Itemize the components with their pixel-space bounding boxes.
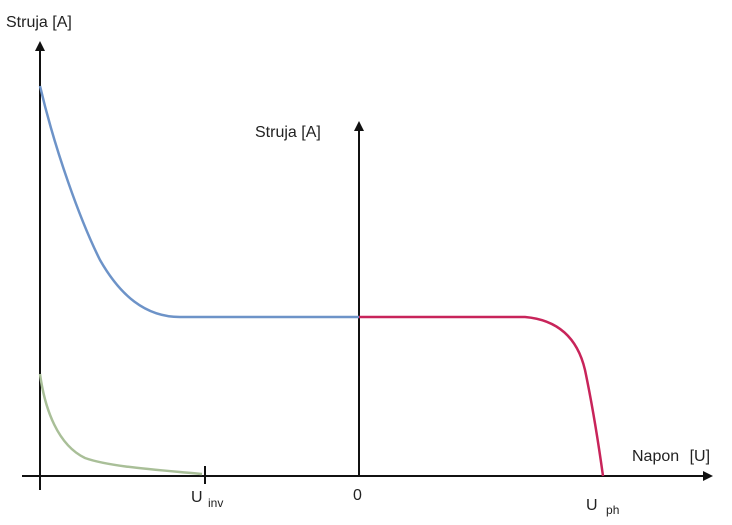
x-axis-label-text: Napon bbox=[632, 448, 679, 465]
x-tick-uph-sub: ph bbox=[606, 503, 619, 517]
x-tick-label-uinv: U inv bbox=[191, 489, 223, 510]
x-tick-uinv-sub: inv bbox=[208, 496, 223, 510]
x-tick-label-uph: U ph bbox=[586, 497, 619, 517]
left-y-axis-label: Struja [A] bbox=[6, 14, 72, 31]
x-tick-uinv-main: U bbox=[191, 489, 203, 506]
center-y-axis-label: Struja [A] bbox=[255, 124, 321, 141]
x-axis-label: Napon [U] bbox=[632, 448, 710, 465]
x-tick-uph-main: U bbox=[586, 497, 598, 514]
blue-curve bbox=[38, 85, 359, 319]
red-curve bbox=[359, 315, 605, 477]
green-curve bbox=[38, 373, 203, 476]
x-axis-label-unit: [U] bbox=[690, 448, 710, 465]
x-tick-label-zero: 0 bbox=[353, 487, 362, 504]
